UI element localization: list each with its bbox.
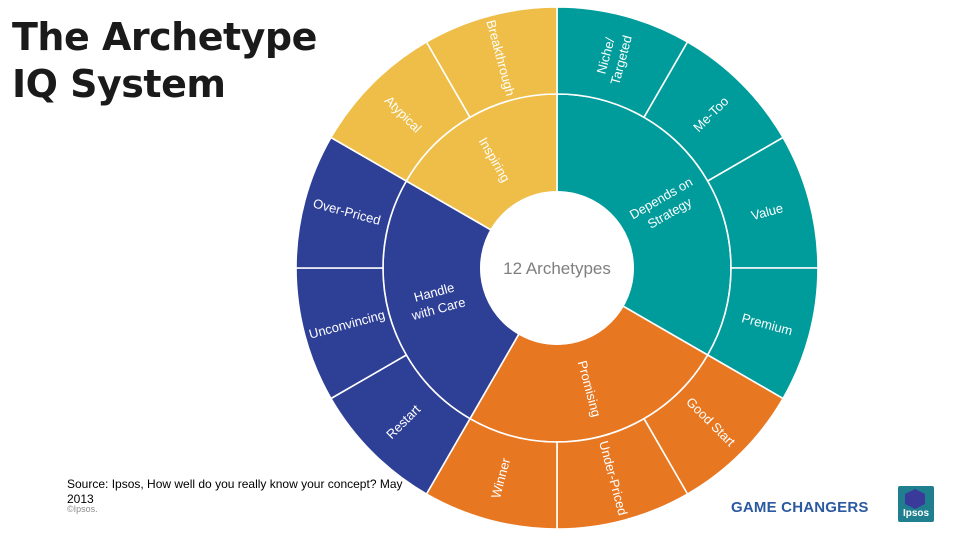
copyright: ©Ipsos.: [67, 504, 98, 514]
center-label: 12 Archetypes: [503, 259, 611, 278]
logo-hexagon-icon: [905, 489, 925, 509]
title-line-1: The Archetype: [12, 15, 317, 59]
logo-text: Ipsos: [902, 508, 930, 519]
center-circle: [480, 191, 634, 345]
archetype-breakthrough-segment: [425, 6, 558, 119]
ipsos-logo: Ipsos: [898, 486, 934, 522]
page-title: The Archetype IQ System: [12, 14, 317, 108]
brand-tagline: GAME CHANGERS: [731, 499, 869, 516]
source-note: Source: Ipsos, How well do you really kn…: [67, 477, 403, 506]
title-line-2: IQ System: [12, 62, 226, 106]
